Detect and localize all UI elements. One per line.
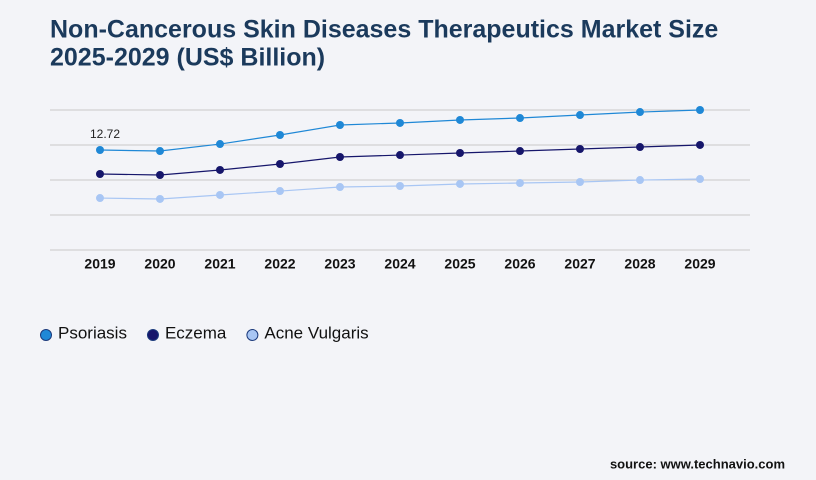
data-point xyxy=(396,151,404,160)
legend-label: Acne Vulgaris xyxy=(264,323,368,342)
x-tick-label: 2019 xyxy=(84,256,115,272)
data-point xyxy=(276,160,284,169)
data-point xyxy=(576,111,584,120)
data-point xyxy=(456,148,464,157)
data-point xyxy=(156,171,164,180)
x-tick-label: 2025 xyxy=(444,256,475,272)
data-point xyxy=(336,153,344,162)
x-tick-label: 2024 xyxy=(384,256,415,272)
data-label: 12.72 xyxy=(90,127,120,141)
data-point xyxy=(216,165,224,174)
data-point xyxy=(336,121,344,130)
data-point xyxy=(696,175,704,184)
data-point xyxy=(156,147,164,156)
data-point xyxy=(456,179,464,188)
data-point xyxy=(636,176,644,185)
x-tick-label: 2026 xyxy=(504,256,535,272)
data-point xyxy=(156,194,164,203)
legend-marker xyxy=(40,329,52,341)
data-point xyxy=(576,144,584,153)
chart-subtitle: 2025-2029 (US$ Billion) xyxy=(50,44,325,72)
x-tick-label: 2022 xyxy=(264,256,295,272)
x-tick-label: 2029 xyxy=(684,256,715,272)
legend-label: Psoriasis xyxy=(58,323,127,342)
data-point xyxy=(96,194,104,203)
data-point xyxy=(516,147,524,156)
data-point xyxy=(516,114,524,123)
data-point xyxy=(696,106,704,114)
legend-label: Eczema xyxy=(165,323,227,342)
x-tick-label: 2023 xyxy=(324,256,355,272)
legend-marker xyxy=(246,329,259,341)
data-point xyxy=(696,140,704,149)
data-point xyxy=(636,108,644,117)
legend-marker xyxy=(146,329,159,341)
data-point xyxy=(216,190,224,199)
source: source: www.technavio.com xyxy=(610,456,785,471)
data-point xyxy=(516,179,524,188)
data-point xyxy=(96,146,104,155)
data-point xyxy=(216,140,224,149)
x-tick-label: 2021 xyxy=(204,256,235,272)
x-tick-label: 2020 xyxy=(144,256,175,272)
data-point xyxy=(276,130,284,139)
data-point xyxy=(456,115,464,124)
data-point xyxy=(396,118,404,127)
data-point xyxy=(96,169,104,178)
data-point xyxy=(396,182,404,191)
chart-title: Non-Cancerous Skin Diseases Therapeutics… xyxy=(50,16,718,44)
x-tick-label: 2028 xyxy=(624,256,655,272)
x-tick-label: 2027 xyxy=(564,256,595,272)
data-point xyxy=(276,187,284,196)
data-point xyxy=(336,183,344,192)
data-point xyxy=(576,178,584,187)
data-point xyxy=(636,143,644,152)
